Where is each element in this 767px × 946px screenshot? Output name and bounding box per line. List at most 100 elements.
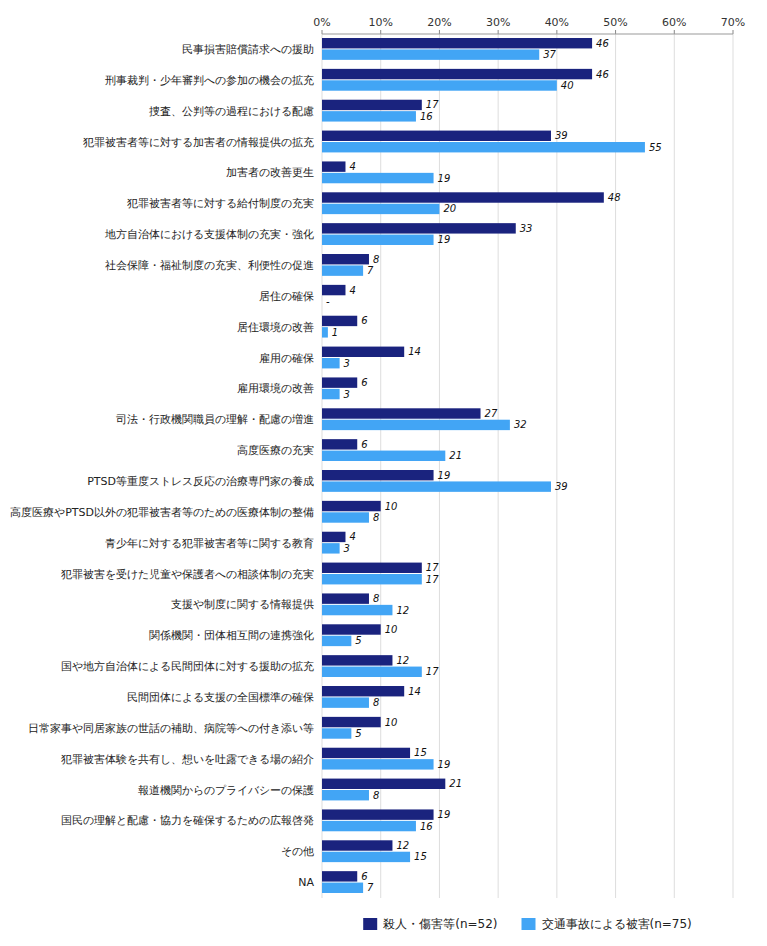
data-label: 8 bbox=[373, 790, 379, 801]
data-label: 39 bbox=[555, 481, 568, 492]
category-label: 居住の確保 bbox=[259, 290, 314, 303]
bar bbox=[322, 161, 345, 171]
bar bbox=[322, 265, 363, 275]
bar bbox=[322, 543, 340, 553]
bar bbox=[322, 481, 551, 491]
bar bbox=[322, 377, 357, 387]
bar bbox=[322, 840, 392, 850]
category-label: 青少年に対する犯罪被害者等に関する教育 bbox=[105, 537, 314, 550]
x-axis: 0%10%20%30%40%50%60%70% bbox=[313, 16, 745, 34]
data-label: 6 bbox=[361, 377, 367, 388]
category-label: 刑事裁判・少年審判への参加の機会の拡充 bbox=[105, 74, 314, 87]
data-label: 10 bbox=[385, 624, 398, 635]
data-label: 33 bbox=[520, 223, 533, 234]
bar bbox=[322, 686, 404, 696]
data-label: 6 bbox=[361, 315, 367, 326]
data-label: 16 bbox=[420, 111, 433, 122]
bar bbox=[322, 779, 445, 789]
bar bbox=[322, 285, 345, 295]
category-label: 支援や制度に関する情報提供 bbox=[171, 598, 314, 611]
data-label: 3 bbox=[344, 389, 350, 400]
category-label: 高度医療やPTSD以外の犯罪被害者等のための医療体制の整備 bbox=[10, 506, 314, 519]
data-label: 46 bbox=[596, 69, 609, 80]
tick-mark bbox=[322, 30, 323, 34]
data-label: - bbox=[326, 296, 330, 307]
data-label: 19 bbox=[438, 234, 451, 245]
tick-mark bbox=[498, 30, 499, 34]
bar bbox=[322, 883, 363, 893]
category-label: 関係機関・団体相互間の連携強化 bbox=[149, 629, 314, 642]
data-label: 4 bbox=[349, 285, 355, 296]
bar bbox=[322, 69, 592, 79]
bar bbox=[322, 605, 392, 615]
bar bbox=[322, 420, 510, 430]
data-label: 8 bbox=[373, 697, 379, 708]
chart: 0%10%20%30%40%50%60%70%民事損害賠償請求への援助刑事裁判・… bbox=[0, 0, 767, 946]
bars bbox=[322, 38, 645, 893]
bar bbox=[322, 49, 539, 59]
data-label: 4 bbox=[349, 161, 355, 172]
data-label: 48 bbox=[608, 192, 621, 203]
bar bbox=[322, 563, 422, 573]
bar bbox=[322, 697, 369, 707]
bar bbox=[322, 223, 516, 233]
data-label: 21 bbox=[449, 778, 462, 789]
legend-swatch bbox=[363, 918, 377, 930]
tick-mark bbox=[615, 30, 616, 34]
data-label: 39 bbox=[555, 130, 568, 141]
category-label: 国や地方自治体による民間団体に対する援助の拡充 bbox=[61, 660, 314, 673]
data-label: 6 bbox=[361, 439, 367, 450]
bar bbox=[322, 358, 340, 368]
tick-label: 20% bbox=[427, 16, 451, 29]
data-label: 21 bbox=[449, 450, 462, 461]
data-label: 55 bbox=[649, 142, 662, 153]
data-label: 17 bbox=[426, 562, 439, 573]
bar bbox=[322, 204, 439, 214]
data-label: 8 bbox=[373, 593, 379, 604]
grid-line bbox=[733, 34, 734, 898]
bar bbox=[322, 821, 416, 831]
bar bbox=[322, 624, 381, 634]
grid-line bbox=[615, 34, 616, 898]
bar bbox=[322, 809, 434, 819]
data-label: 4 bbox=[349, 531, 355, 542]
grid bbox=[322, 34, 733, 898]
bar bbox=[322, 100, 422, 110]
y-axis: 民事損害賠償請求への援助刑事裁判・少年審判への参加の機会の拡充捜査、公判等の過程… bbox=[10, 43, 314, 889]
data-label: 17 bbox=[426, 666, 439, 677]
category-label: 民事損害賠償請求への援助 bbox=[182, 43, 314, 56]
bar bbox=[322, 347, 404, 357]
data-label: 15 bbox=[414, 851, 427, 862]
tick-label: 40% bbox=[545, 16, 569, 29]
grid-line bbox=[556, 34, 557, 898]
data-label: 17 bbox=[426, 574, 439, 585]
data-label: 19 bbox=[438, 173, 451, 184]
category-label: 雇用の確保 bbox=[259, 352, 314, 365]
data-label: 40 bbox=[561, 80, 574, 91]
data-label: 1 bbox=[332, 327, 338, 338]
data-label: 3 bbox=[344, 543, 350, 554]
tick-mark bbox=[380, 30, 381, 34]
data-label: 10 bbox=[385, 717, 398, 728]
legend-swatch bbox=[522, 918, 536, 930]
data-label: 14 bbox=[408, 346, 421, 357]
data-label: 19 bbox=[438, 809, 451, 820]
axis-line bbox=[322, 34, 733, 35]
bar bbox=[322, 235, 434, 245]
bar bbox=[322, 790, 369, 800]
category-label: 民間団体による支援の全国標準の確保 bbox=[127, 691, 314, 704]
legend: 殺人・傷害等(n=52)交通事故による被害(n=75) bbox=[363, 917, 692, 931]
category-label: 犯罪被害体験を共有し、想いを吐露できる場の紹介 bbox=[61, 753, 314, 766]
category-label: 雇用環境の改善 bbox=[237, 382, 314, 395]
data-labels: 4646173944833846146276191041781012141015… bbox=[326, 38, 662, 894]
tick-mark bbox=[556, 30, 557, 34]
category-label: 加害者の改善更生 bbox=[226, 166, 314, 179]
data-label: 32 bbox=[514, 419, 527, 430]
bar bbox=[322, 871, 357, 881]
data-label: 16 bbox=[420, 821, 433, 832]
bar bbox=[322, 593, 369, 603]
data-label: 19 bbox=[438, 759, 451, 770]
bar bbox=[322, 512, 369, 522]
category-label: 居住環境の改善 bbox=[237, 321, 314, 334]
tick-label: 0% bbox=[313, 16, 330, 29]
